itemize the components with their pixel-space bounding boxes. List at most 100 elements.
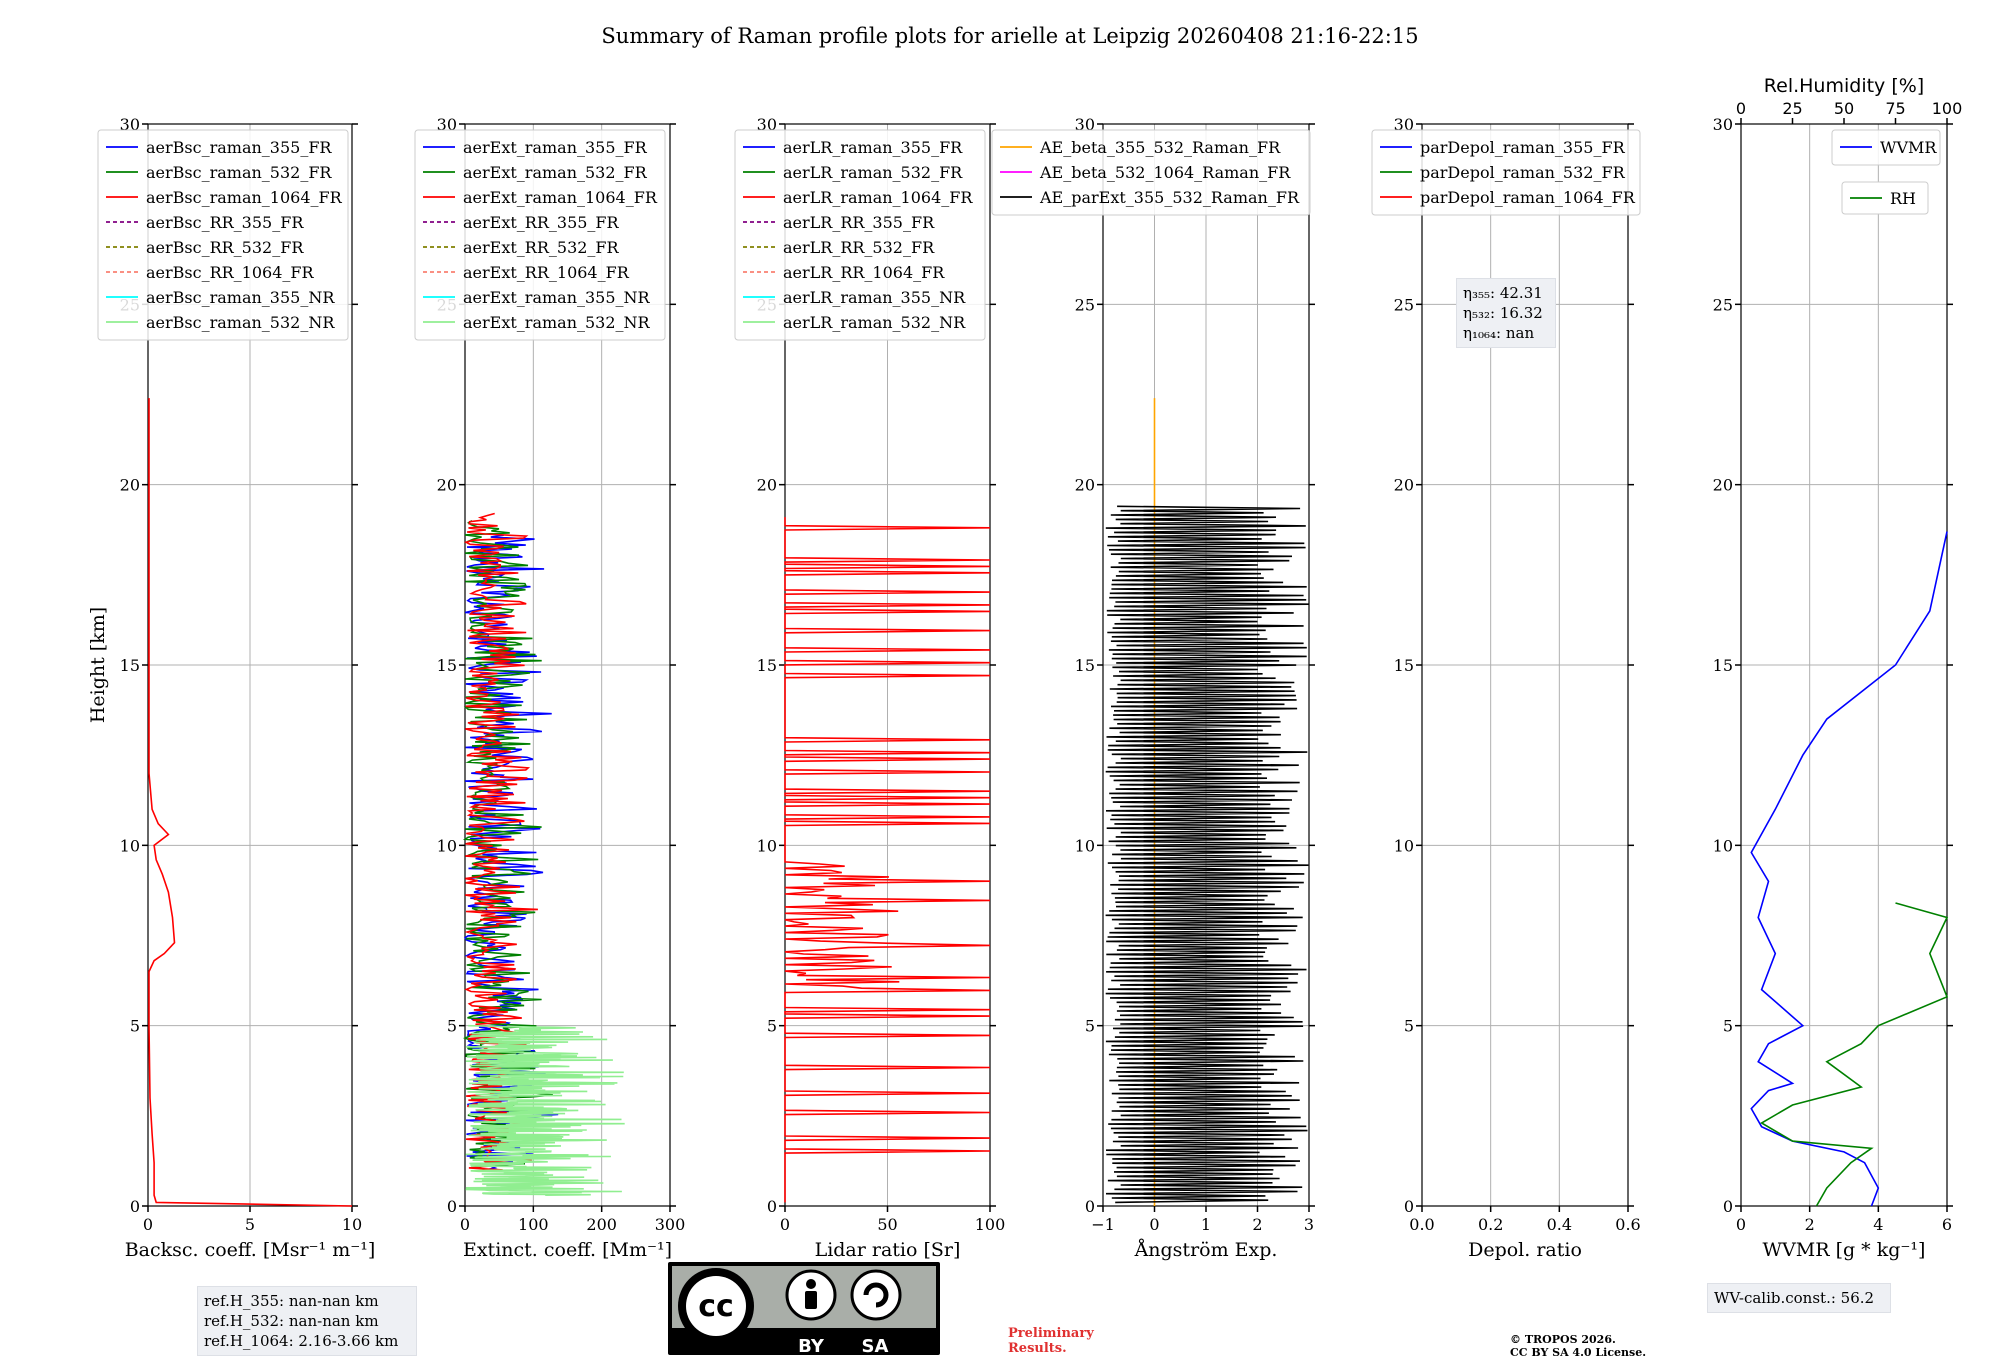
wv-calib-const: WV-calib.const.: 56.2 (1714, 1289, 1875, 1307)
legend-label: aerLR_RR_355_FR (783, 213, 935, 232)
x-tick-label: 300 (655, 1215, 686, 1234)
x-tick-label: 6 (1942, 1215, 1952, 1234)
legend-label: aerExt_raman_355_NR (463, 288, 651, 307)
legend-label: aerExt_RR_1064_FR (463, 263, 630, 282)
legend-label: AE_beta_355_532_Raman_FR (1039, 138, 1281, 157)
y-tick-label: 0 (767, 1197, 777, 1216)
share-alike-icon (863, 1282, 889, 1308)
ref-h-355: ref.H_355: nan-nan km (204, 1292, 379, 1310)
x-tick-label: 10 (342, 1215, 362, 1234)
cc-by-label: BY (798, 1336, 825, 1357)
y-tick-label: 15 (120, 656, 140, 675)
legend-label: aerLR_raman_532_NR (783, 313, 966, 332)
legend-label: aerBsc_raman_532_FR (146, 163, 332, 182)
legend-label: parDepol_raman_532_FR (1420, 163, 1626, 182)
legend-label: WVMR (1880, 138, 1937, 157)
legend-label: aerBsc_raman_1064_FR (146, 188, 343, 207)
legend-label: RH (1890, 189, 1916, 208)
y-tick-label: 5 (1404, 1017, 1414, 1036)
x-tick-label: 50 (877, 1215, 897, 1234)
legend-box (97, 129, 349, 341)
top-x-tick-label: 25 (1782, 99, 1802, 118)
x-tick-label: 0 (460, 1215, 470, 1234)
legend-lidar_ratio: aerLR_raman_355_FR aerLR_raman_532_FR aerL… (734, 129, 986, 341)
x-tick-label: 200 (586, 1215, 617, 1234)
y-tick-label: 30 (1394, 115, 1414, 134)
y-tick-label: 25 (1394, 295, 1414, 314)
axes-frame (1102, 123, 1310, 1207)
legend-label: aerExt_raman_1064_FR (463, 188, 658, 207)
y-tick-label: 15 (757, 656, 777, 675)
x-tick-label: 0 (1149, 1215, 1159, 1234)
y-tick-label: 25 (1713, 295, 1733, 314)
x-axis-label: WVMR [g * kg⁻¹] (1763, 1239, 1926, 1261)
x-axis-label: Ångström Exp. (1134, 1239, 1278, 1261)
y-tick-label: 20 (120, 476, 140, 495)
y-tick-label: 30 (120, 115, 140, 134)
y-tick-label: 20 (757, 476, 777, 495)
legend-label: aerExt_RR_532_FR (463, 238, 620, 257)
eta-1064: η₁₀₆₄: nan (1463, 324, 1535, 342)
legend-label: aerLR_raman_532_FR (783, 163, 963, 182)
y-tick-label: 15 (437, 656, 457, 675)
legend-label: aerExt_raman_532_NR (463, 313, 651, 332)
series-aerExt_raman_532_NR (465, 1024, 625, 1196)
panel-backscatter: 0510152025300510Backsc. coeff. [Msr⁻¹ m⁻… (87, 115, 375, 1261)
legend-box (1831, 129, 1941, 166)
y-tick-label: 20 (1075, 476, 1095, 495)
top-x-tick-label: 100 (1932, 99, 1963, 118)
y-tick-label: 5 (447, 1017, 457, 1036)
cc-sa-label: SA (862, 1336, 889, 1357)
top-x-tick-label: 50 (1834, 99, 1854, 118)
figure-title: Summary of Raman profile plots for ariel… (601, 24, 1418, 48)
x-axis-label: Backsc. coeff. [Msr⁻¹ m⁻¹] (125, 1239, 376, 1261)
legend-label: aerBsc_RR_532_FR (146, 238, 304, 257)
x-tick-label: 2 (1252, 1215, 1262, 1234)
series-RH (1760, 902, 1949, 1207)
y-tick-label: 10 (1713, 836, 1733, 855)
legend-label: AE_parExt_355_532_Raman_FR (1039, 188, 1300, 207)
legend-label: aerLR_raman_1064_FR (783, 188, 973, 207)
top-x-axis-label: Rel.Humidity [%] (1764, 75, 1924, 97)
legend-label: aerBsc_raman_355_NR (146, 288, 335, 307)
y-tick-label: 10 (437, 836, 457, 855)
legend-label: aerExt_raman_355_FR (463, 138, 648, 157)
legend-box (414, 129, 666, 341)
y-tick-label: 5 (1723, 1017, 1733, 1036)
legend-label: aerLR_raman_355_NR (783, 288, 966, 307)
x-tick-label: 4 (1873, 1215, 1883, 1234)
axes-frame (464, 123, 671, 1207)
x-tick-label: 0.4 (1547, 1215, 1572, 1234)
ref-h-532: ref.H_532: nan-nan km (204, 1312, 379, 1330)
y-tick-label: 0 (1404, 1197, 1414, 1216)
copyright-line-2: CC BY SA 4.0 License. (1510, 1346, 1647, 1359)
x-axis-label: Lidar ratio [Sr] (815, 1239, 961, 1261)
ref-h-1064: ref.H_1064: 2.16-3.66 km (204, 1332, 399, 1350)
legend-label: aerBsc_RR_1064_FR (146, 263, 315, 282)
legend-label: aerLR_raman_355_FR (783, 138, 963, 157)
series-AE_parExt_355_532_Raman_FR (1105, 505, 1309, 1204)
legend-box (734, 129, 986, 341)
legend-label: AE_beta_532_1064_Raman_FR (1039, 163, 1291, 182)
legend-label: aerBsc_RR_355_FR (146, 213, 304, 232)
y-tick-label: 15 (1394, 656, 1414, 675)
reference-height-box: ref.H_355: nan-nan km ref.H_532: nan-nan… (197, 1286, 417, 1356)
y-axis-label: Height [km] (87, 607, 109, 723)
y-tick-label: 15 (1075, 656, 1095, 675)
x-tick-label: 3 (1304, 1215, 1314, 1234)
x-tick-label: 1 (1201, 1215, 1211, 1234)
x-tick-label: 100 (518, 1215, 549, 1234)
preliminary-line-1: Preliminary (1008, 1326, 1094, 1341)
x-axis-label: Extinct. coeff. [Mm⁻¹] (463, 1239, 672, 1261)
y-tick-label: 30 (757, 115, 777, 134)
series-WVMR (1750, 531, 1948, 1207)
y-tick-label: 25 (1075, 295, 1095, 314)
y-tick-label: 10 (757, 836, 777, 855)
panel-extinction: 0510152025300100200300Extinct. coeff. [M… (414, 115, 686, 1261)
person-icon (806, 1279, 816, 1289)
eta-532: η₅₃₂: 16.32 (1463, 304, 1543, 322)
y-tick-label: 0 (130, 1197, 140, 1216)
